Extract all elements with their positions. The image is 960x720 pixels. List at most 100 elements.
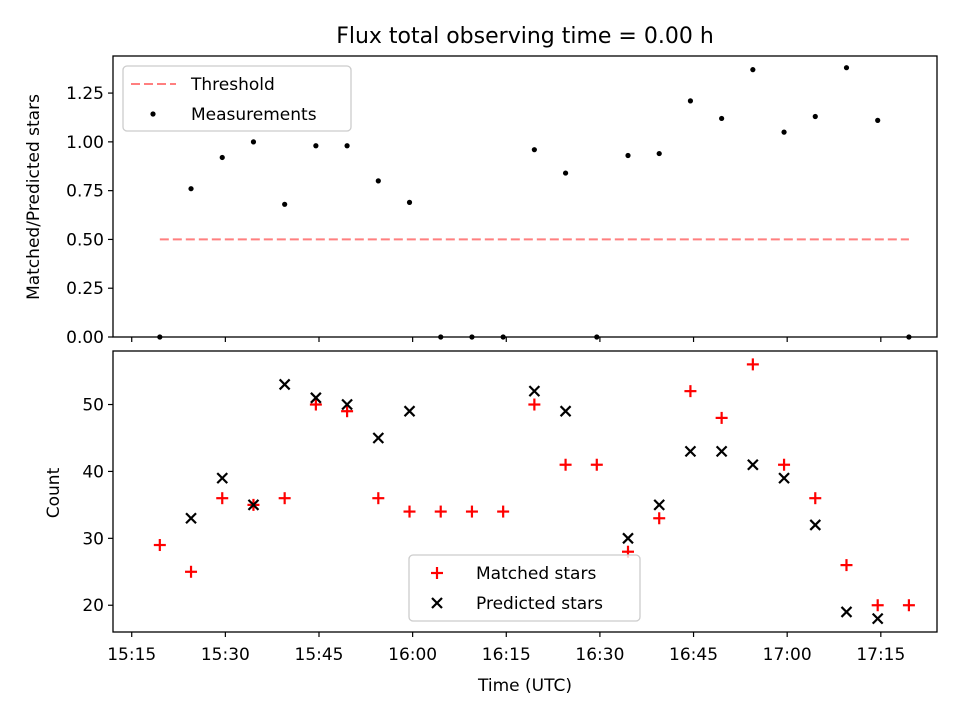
chart-title: Flux total observing time = 0.00 h bbox=[336, 24, 714, 49]
matched-star-point bbox=[528, 398, 541, 411]
matched-star-point bbox=[809, 492, 822, 505]
predicted-star-point bbox=[372, 432, 385, 444]
predicted-star-x-b bbox=[185, 512, 197, 525]
measurement-point bbox=[656, 150, 662, 157]
predicted-star-x-b bbox=[372, 432, 385, 444]
predicted-star-x-b bbox=[403, 405, 416, 417]
count-y-tick-label: 20 bbox=[82, 596, 104, 616]
ratio-y-tick-label: 0.00 bbox=[66, 328, 104, 348]
measurement-point bbox=[719, 115, 725, 122]
measurement-point bbox=[625, 152, 631, 159]
legend-matched-swatch bbox=[431, 567, 443, 579]
predicted-star-point bbox=[653, 499, 665, 511]
predicted-star-point bbox=[840, 606, 853, 618]
measurement-point bbox=[812, 113, 818, 120]
matched-star-point bbox=[684, 385, 697, 398]
count-plot-area bbox=[153, 358, 915, 625]
legend-measurements-label: Measurements bbox=[191, 105, 317, 125]
matched-star-point bbox=[465, 505, 478, 518]
count-x-ticks: 15:15 15:30 15:45 16:00 16:15 16:30 16:45 17:00… bbox=[107, 632, 905, 665]
measurement-point bbox=[687, 98, 694, 104]
count-y-tick-label: 50 bbox=[82, 396, 104, 416]
count-y-ticks: 20 30 40 50 bbox=[82, 396, 113, 616]
matched-star-point bbox=[216, 492, 229, 505]
predicted-star-point bbox=[310, 392, 322, 404]
ratio-panel: Flux total observing time = 0.00 h Match… bbox=[24, 24, 938, 348]
predicted-star-x-b bbox=[247, 499, 260, 511]
matched-star-point bbox=[309, 398, 322, 411]
count-x-tick-label: 15:45 bbox=[295, 645, 344, 665]
matched-star-point bbox=[372, 492, 385, 505]
measurement-point bbox=[843, 65, 850, 71]
predicted-star-x-b bbox=[528, 385, 541, 397]
count-y-axis-label: Count bbox=[44, 467, 64, 518]
matched-star-point bbox=[341, 405, 354, 418]
predicted-star-x-b bbox=[216, 472, 229, 484]
predicted-star-point bbox=[747, 458, 759, 471]
ratio-axes-frame bbox=[112, 55, 938, 338]
count-x-tick-label: 15:30 bbox=[201, 645, 250, 665]
legend-predicted-swatch bbox=[431, 597, 443, 609]
count-panel: Count Time (UTC) 20 30 40 50 15:15 15:30 15:4… bbox=[44, 350, 938, 696]
ratio-legend-box bbox=[122, 65, 352, 132]
predicted-star-x-b bbox=[341, 398, 353, 411]
matched-star-point bbox=[559, 458, 572, 471]
measurement-point bbox=[562, 170, 569, 176]
legend-matched-label: Matched stars bbox=[476, 564, 596, 584]
matched-star-point bbox=[778, 458, 791, 471]
count-x-tick-label: 17:00 bbox=[763, 645, 812, 665]
ratio-y-tick-label: 1.00 bbox=[66, 133, 104, 153]
measurement-point bbox=[750, 67, 756, 73]
predicted-star-point bbox=[185, 512, 197, 525]
predicted-star-point bbox=[715, 445, 728, 458]
matched-star-point bbox=[590, 458, 603, 471]
predicted-star-x-b bbox=[684, 445, 697, 458]
predicted-star-x-b bbox=[871, 612, 884, 625]
matched-star-point bbox=[653, 512, 666, 525]
matched-star-point bbox=[185, 565, 198, 578]
count-x-tick-label: 16:15 bbox=[482, 645, 531, 665]
count-y-tick-label: 30 bbox=[82, 529, 104, 549]
predicted-star-x-b bbox=[715, 445, 728, 458]
predicted-star-x-b bbox=[559, 405, 572, 417]
measurement-point bbox=[219, 154, 225, 161]
ratio-x-ticks bbox=[131, 337, 882, 342]
measurement-point bbox=[406, 199, 413, 205]
count-x-tick-label: 15:15 bbox=[107, 645, 156, 665]
predicted-star-point bbox=[247, 499, 260, 511]
matched-star-point bbox=[153, 539, 166, 552]
measurement-point bbox=[875, 117, 881, 123]
measurement-point bbox=[250, 139, 257, 145]
legend-predicted-label: Predicted stars bbox=[476, 594, 603, 614]
predicted-star-x-b bbox=[278, 378, 291, 391]
predicted-star-point bbox=[809, 519, 822, 531]
ratio-y-tick-label: 0.50 bbox=[66, 230, 104, 250]
ratio-y-tick-label: 1.25 bbox=[66, 84, 104, 104]
matched-star-point bbox=[871, 599, 884, 612]
count-legend-box bbox=[408, 554, 641, 622]
measurement-point bbox=[344, 143, 350, 149]
measurement-point bbox=[375, 178, 381, 184]
predicted-star-point bbox=[278, 378, 291, 391]
predicted-star-point bbox=[778, 472, 790, 484]
count-y-tick-label: 40 bbox=[82, 462, 104, 482]
measurement-point bbox=[282, 201, 288, 207]
predicted-star-point bbox=[559, 405, 572, 417]
x-axis-label: Time (UTC) bbox=[477, 676, 572, 696]
predicted-star-point bbox=[871, 612, 884, 625]
matched-star-point bbox=[840, 559, 853, 572]
ratio-y-axis-label: Matched/Predicted stars bbox=[24, 94, 44, 300]
count-x-tick-label: 16:30 bbox=[575, 645, 624, 665]
predicted-star-point bbox=[216, 472, 229, 484]
matched-star-point bbox=[715, 411, 728, 424]
predicted-star-point bbox=[403, 405, 416, 417]
predicted-star-x-b bbox=[840, 606, 853, 618]
matched-star-point bbox=[497, 505, 510, 518]
measurement-point bbox=[188, 186, 194, 192]
predicted-star-x-b bbox=[622, 532, 634, 545]
count-x-tick-label: 16:45 bbox=[669, 645, 718, 665]
measurement-point bbox=[781, 129, 787, 135]
predicted-star-x-b bbox=[778, 472, 790, 484]
ratio-y-tick-label: 0.25 bbox=[66, 279, 104, 299]
